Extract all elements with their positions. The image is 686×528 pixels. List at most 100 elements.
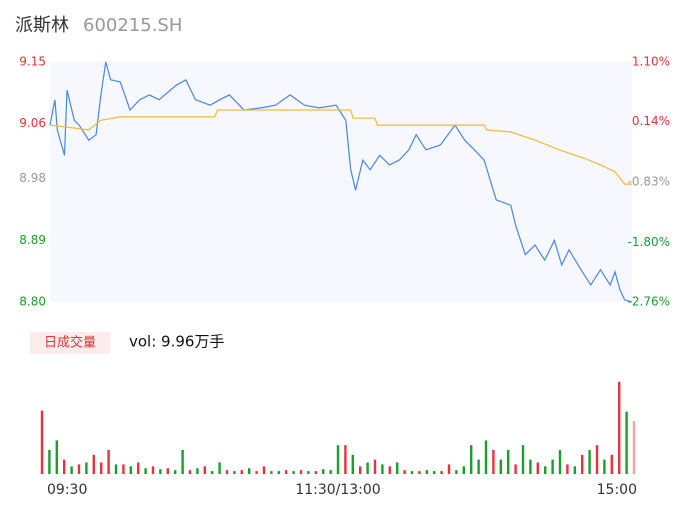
volume-bar (225, 470, 229, 474)
volume-bar (447, 464, 451, 474)
volume-bar (603, 459, 606, 474)
y-tick-label: 8.89 (19, 233, 46, 247)
volume-bar (425, 470, 428, 474)
y2-tick-label: -2.76% (628, 295, 670, 309)
volume-bar (529, 459, 532, 474)
volume-bar (351, 454, 354, 474)
volume-bar (566, 464, 569, 474)
volume-bar (137, 462, 140, 474)
volume-bar (144, 468, 147, 474)
volume-bar (262, 466, 266, 474)
volume-bar (292, 471, 295, 474)
volume-bar (151, 466, 155, 474)
y-tick-label: 9.06 (19, 116, 46, 130)
volume-bar (299, 470, 303, 474)
volume-bar (188, 470, 192, 474)
volume-bar (48, 450, 51, 474)
x-tick-label: 09:30 (47, 482, 87, 498)
volume-bar (196, 468, 199, 474)
volume-bar (218, 462, 221, 474)
volume-bar (551, 459, 554, 474)
y2-tick-label: -1.80% (628, 235, 670, 249)
volume-bar (595, 445, 599, 474)
volume-bar (174, 470, 177, 474)
volume-badge (30, 332, 110, 354)
volume-bar (285, 470, 288, 474)
volume-bar (233, 471, 236, 474)
volume-bar (477, 459, 480, 474)
volume-bar (322, 469, 325, 474)
volume-bar (55, 440, 58, 474)
volume-bar (492, 450, 495, 474)
volume-bar (240, 470, 243, 474)
volume-bar (77, 464, 81, 474)
volume-text: vol: 9.96万手 (129, 333, 224, 351)
volume-bar (581, 454, 584, 474)
volume-bar (403, 470, 406, 474)
volume-bar (544, 466, 547, 474)
volume-bar (92, 454, 95, 474)
x-tick-label: 11:30/13:00 (295, 482, 380, 498)
volume-bar (70, 466, 73, 474)
volume-bar (514, 464, 517, 474)
volume-bar (440, 471, 443, 474)
volume-bar (499, 459, 502, 474)
volume-bar (211, 471, 214, 474)
plot-background (50, 62, 632, 302)
volume-bar (410, 471, 414, 474)
volume-bar (573, 466, 576, 474)
price-line (49, 61, 633, 303)
volume-bar (470, 445, 473, 474)
volume-bar (373, 459, 377, 474)
volume-bar (100, 462, 103, 474)
volume-bar (270, 471, 273, 474)
stock-name: 派斯林 (15, 15, 69, 36)
volume-bar (462, 466, 465, 474)
volume-bar (329, 470, 332, 474)
volume-bar (455, 470, 458, 474)
volume-bar (618, 381, 621, 474)
volume-bar (344, 445, 347, 474)
volume-bar (388, 466, 391, 474)
volume-bar (625, 411, 628, 474)
volume-bar (166, 468, 169, 474)
average-line (49, 109, 632, 185)
volume-bar (507, 450, 510, 474)
volume-bar (336, 445, 340, 474)
volume-bar (314, 471, 317, 474)
volume-bar (122, 464, 125, 474)
volume-bar (248, 468, 251, 474)
y-tick-label: 8.98 (19, 171, 46, 185)
volume-bar (203, 466, 206, 474)
y-tick-label: 9.15 (19, 55, 46, 69)
volume-bar (85, 462, 88, 474)
volume-bar (433, 471, 436, 474)
stock-code: 600215.SH (83, 15, 182, 36)
y2-tick-label: -0.83% (628, 175, 670, 189)
volume-bar (159, 469, 162, 474)
y2-tick-label: 1.10% (632, 55, 670, 69)
volume-bar (366, 462, 369, 474)
volume-bar (181, 450, 184, 474)
volume-bar (536, 462, 539, 474)
volume-bar (359, 466, 362, 474)
volume-bar (558, 450, 562, 474)
volume-bar (114, 464, 118, 474)
volume-bar (63, 459, 66, 474)
volume-bar (277, 471, 280, 474)
volume-bar (40, 410, 44, 474)
y-tick-label: 8.80 (19, 295, 46, 309)
volume-bar (129, 466, 132, 474)
volume-bar (418, 471, 421, 474)
x-tick-label: 15:00 (597, 482, 637, 498)
volume-bar (396, 462, 399, 474)
volume-bar (588, 450, 591, 474)
volume-bar (255, 471, 258, 474)
volume-bar (107, 450, 110, 474)
y2-tick-label: 0.14% (632, 114, 670, 128)
volume-bar (307, 471, 310, 474)
volume-bar (381, 464, 384, 474)
volume-bar (610, 454, 613, 474)
volume-bar (632, 421, 636, 474)
